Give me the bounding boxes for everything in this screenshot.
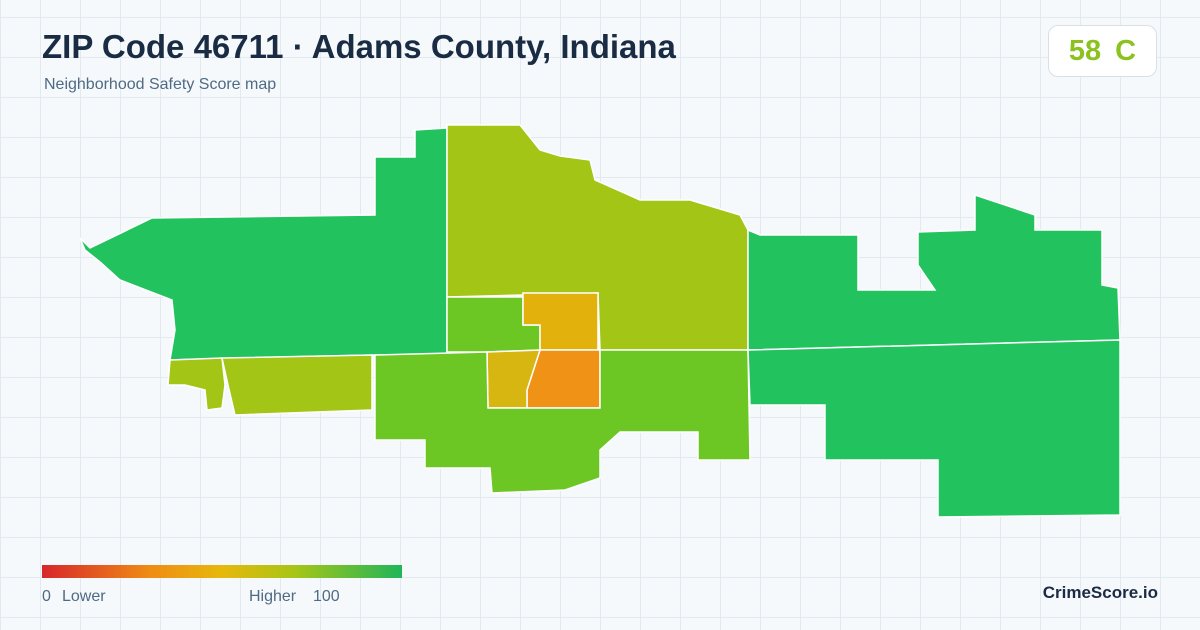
score-grade: C	[1115, 34, 1137, 67]
title: ZIP Code 46711 · Adams County, Indiana	[42, 28, 676, 65]
area	[221, 354, 373, 416]
area	[747, 339, 1121, 518]
legend-min: 0	[42, 588, 51, 605]
subtitle: Neighborhood Safety Score map	[44, 76, 277, 93]
area	[167, 357, 226, 411]
score-badge: 58 C	[1048, 25, 1157, 77]
legend-bar	[42, 565, 402, 578]
legend-max-label: Higher	[249, 588, 297, 605]
brand: CrimeScore.io	[1042, 583, 1158, 602]
legend-min-label: Lower	[62, 588, 106, 605]
score-value: 58	[1068, 34, 1102, 67]
area	[79, 127, 448, 361]
legend-max: 100	[313, 588, 340, 605]
area	[747, 193, 1121, 351]
area	[374, 349, 751, 494]
